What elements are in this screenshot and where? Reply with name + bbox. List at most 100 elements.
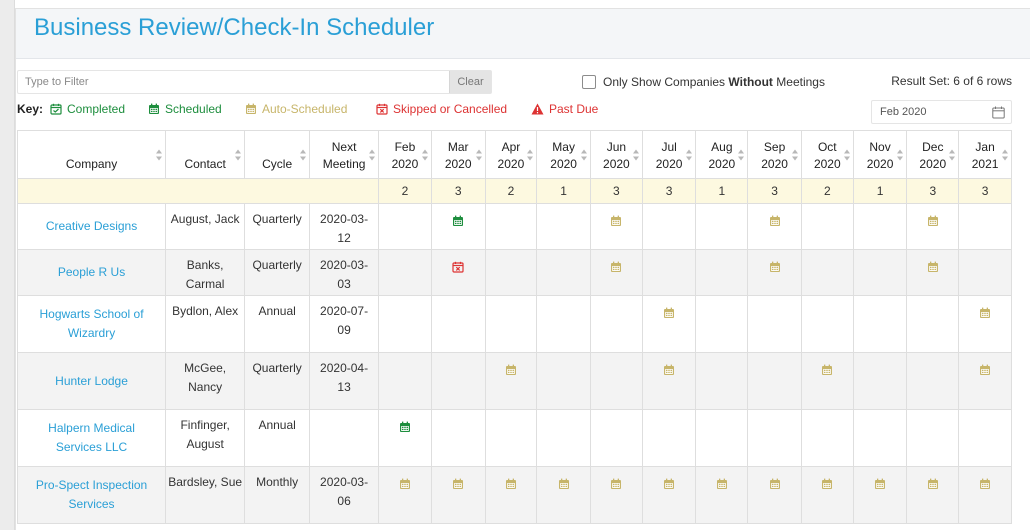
sort-icon[interactable] <box>686 149 693 160</box>
month-cell[interactable] <box>747 203 802 250</box>
col-month-apr-2020[interactable]: Apr 2020 <box>484 130 538 179</box>
sort-icon[interactable] <box>527 149 534 160</box>
col-contact[interactable]: Contact <box>165 130 246 179</box>
calendar-auto-icon[interactable] <box>663 307 675 319</box>
month-cell[interactable] <box>958 352 1012 410</box>
sort-icon[interactable] <box>632 149 639 160</box>
month-cell[interactable] <box>378 409 432 467</box>
calendar-x-icon[interactable] <box>452 261 464 273</box>
calendar-auto-icon[interactable] <box>927 478 939 490</box>
month-cell[interactable] <box>747 249 802 296</box>
col-month-oct-2020[interactable]: Oct 2020 <box>800 130 854 179</box>
month-cell[interactable] <box>590 466 643 524</box>
sort-icon[interactable] <box>1002 149 1008 160</box>
month-cell[interactable] <box>484 352 538 410</box>
company-link[interactable]: Pro-Spect Inspection Services <box>16 466 167 524</box>
col-cycle[interactable]: Cycle <box>244 130 311 179</box>
sort-icon[interactable] <box>949 149 956 160</box>
sort-icon[interactable] <box>791 149 798 160</box>
calendar-auto-icon[interactable] <box>663 364 675 376</box>
month-cell[interactable] <box>695 466 749 524</box>
month-cell[interactable] <box>430 203 486 250</box>
col-month-jan-2021[interactable]: Jan 2021 <box>958 130 1012 179</box>
col-month-jun-2020[interactable]: Jun 2020 <box>590 130 643 179</box>
col-month-sep-2020[interactable]: Sep 2020 <box>747 130 802 179</box>
month-cell[interactable] <box>590 203 643 250</box>
col-month-nov-2020[interactable]: Nov 2020 <box>852 130 908 179</box>
calendar-scheduled-icon[interactable] <box>399 421 411 433</box>
calendar-auto-icon[interactable] <box>927 215 939 227</box>
only-show-without-meetings-toggle[interactable]: Only Show Companies Without Meetings <box>582 73 825 91</box>
sort-icon[interactable] <box>235 149 242 160</box>
month-cell[interactable] <box>906 203 960 250</box>
sort-icon[interactable] <box>475 149 482 160</box>
table-row[interactable]: People R Us Banks, Carmal Quarterly 2020-03… <box>16 249 1012 296</box>
company-link[interactable]: Halpern Medical Services LLC <box>16 409 167 467</box>
calendar-auto-icon[interactable] <box>927 261 939 273</box>
table-row[interactable]: Creative Designs August, Jack Quarterly 202… <box>16 203 1012 250</box>
month-cell[interactable] <box>958 466 1012 524</box>
calendar-auto-icon[interactable] <box>558 478 570 490</box>
calendar-auto-icon[interactable] <box>610 478 622 490</box>
calendar-auto-icon[interactable] <box>979 307 991 319</box>
calendar-auto-icon[interactable] <box>610 261 622 273</box>
calendar-auto-icon[interactable] <box>979 364 991 376</box>
col-month-may-2020[interactable]: May 2020 <box>536 130 592 179</box>
col-company[interactable]: Company <box>16 130 167 179</box>
month-cell[interactable] <box>958 295 1012 353</box>
month-picker[interactable]: Feb 2020 <box>871 100 1012 124</box>
month-cell[interactable] <box>852 466 908 524</box>
calendar-auto-icon[interactable] <box>452 478 464 490</box>
table-row[interactable]: Halpern Medical Services LLC Finfinger, A… <box>16 409 1012 467</box>
calendar-auto-icon[interactable] <box>821 364 833 376</box>
sort-icon[interactable] <box>369 149 376 160</box>
calendar-auto-icon[interactable] <box>505 478 517 490</box>
calendar-auto-icon[interactable] <box>663 478 675 490</box>
filter-input[interactable] <box>18 71 451 93</box>
company-link[interactable]: Creative Designs <box>16 203 167 250</box>
month-cell[interactable] <box>430 249 486 296</box>
calendar-auto-icon[interactable] <box>769 215 781 227</box>
sort-icon[interactable] <box>897 149 904 160</box>
sort-icon[interactable] <box>421 149 428 160</box>
calendar-auto-icon[interactable] <box>505 364 517 376</box>
month-cell[interactable] <box>430 466 486 524</box>
calendar-auto-icon[interactable] <box>821 478 833 490</box>
table-row[interactable]: Hogwarts School of Wizardry Bydlon, Alex A… <box>16 295 1012 353</box>
calendar-auto-icon[interactable] <box>979 478 991 490</box>
col-month-dec-2020[interactable]: Dec 2020 <box>906 130 960 179</box>
month-cell[interactable] <box>906 249 960 296</box>
company-link[interactable]: Hogwarts School of Wizardry <box>16 295 167 353</box>
only-show-checkbox[interactable] <box>582 75 596 89</box>
month-cell[interactable] <box>590 249 643 296</box>
calendar-auto-icon[interactable] <box>874 478 886 490</box>
calendar-auto-icon[interactable] <box>716 478 728 490</box>
col-month-feb-2020[interactable]: Feb 2020 <box>378 130 432 179</box>
company-link[interactable]: People R Us <box>16 249 167 296</box>
clear-button[interactable]: Clear <box>449 71 491 93</box>
col-month-mar-2020[interactable]: Mar 2020 <box>430 130 486 179</box>
col-month-aug-2020[interactable]: Aug 2020 <box>695 130 749 179</box>
calendar-auto-icon[interactable] <box>399 478 411 490</box>
month-cell[interactable] <box>378 466 432 524</box>
table-row[interactable]: Pro-Spect Inspection Services Bardsley, S… <box>16 466 1012 524</box>
month-cell[interactable] <box>641 295 697 353</box>
month-cell[interactable] <box>800 352 854 410</box>
col-next-meeting[interactable]: Next Meeting <box>309 130 380 179</box>
calendar-auto-icon[interactable] <box>769 478 781 490</box>
calendar-auto-icon[interactable] <box>769 261 781 273</box>
month-cell[interactable] <box>484 466 538 524</box>
sort-icon[interactable] <box>156 149 163 160</box>
sort-icon[interactable] <box>300 149 307 160</box>
calendar-scheduled-icon[interactable] <box>452 215 464 227</box>
table-row[interactable]: Hunter Lodge McGee, Nancy Quarterly 2020-04… <box>16 352 1012 410</box>
month-cell[interactable] <box>747 466 802 524</box>
col-month-jul-2020[interactable]: Jul 2020 <box>641 130 697 179</box>
calendar-auto-icon[interactable] <box>610 215 622 227</box>
company-link[interactable]: Hunter Lodge <box>16 352 167 410</box>
month-cell[interactable] <box>641 352 697 410</box>
sort-icon[interactable] <box>843 149 850 160</box>
sort-icon[interactable] <box>738 149 745 160</box>
month-cell[interactable] <box>906 466 960 524</box>
month-cell[interactable] <box>536 466 592 524</box>
